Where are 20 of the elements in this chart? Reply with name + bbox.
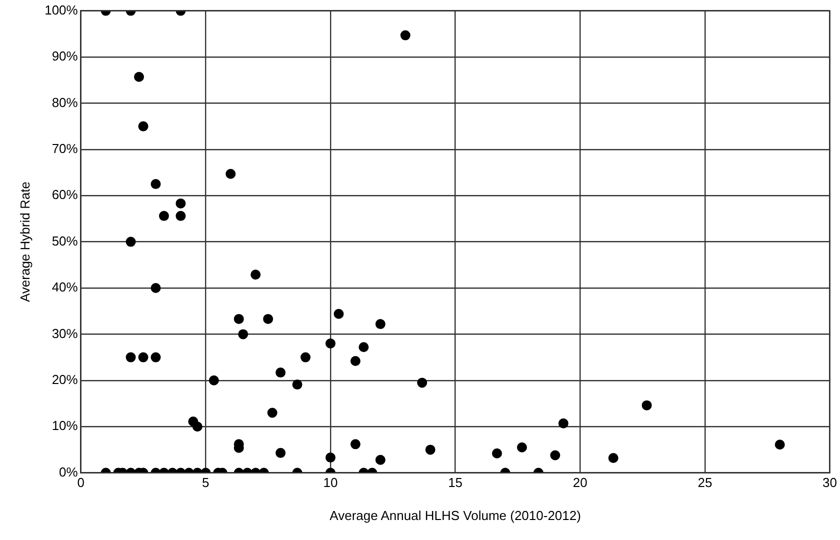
x-tick-label: 10: [323, 475, 338, 490]
y-tick-label: 40%: [52, 280, 78, 295]
y-tick-label: 100%: [44, 2, 78, 18]
y-tick-label: 50%: [52, 233, 78, 248]
x-tick-label: 30: [822, 475, 838, 490]
x-tick-label: 20: [572, 475, 588, 490]
y-tick-label: 60%: [52, 187, 78, 202]
y-tick-label: 0%: [59, 464, 78, 480]
x-tick-label: 5: [202, 475, 210, 490]
y-tick-label: 80%: [52, 94, 78, 110]
y-tick-label: 90%: [52, 48, 78, 64]
x-tick-label: 25: [698, 475, 712, 490]
y-tick-label: 70%: [52, 140, 78, 156]
y-axis-title: Average Hybrid Rate: [17, 182, 32, 302]
x-tick-label: 15: [448, 475, 463, 490]
y-tick-label: 10%: [52, 418, 78, 434]
y-tick-label: 30%: [52, 326, 78, 341]
x-tick-label: 0: [77, 475, 84, 490]
x-axis-title: Average Annual HLHS Volume (2010-2012): [330, 508, 581, 523]
y-tick-label: 20%: [52, 372, 78, 387]
